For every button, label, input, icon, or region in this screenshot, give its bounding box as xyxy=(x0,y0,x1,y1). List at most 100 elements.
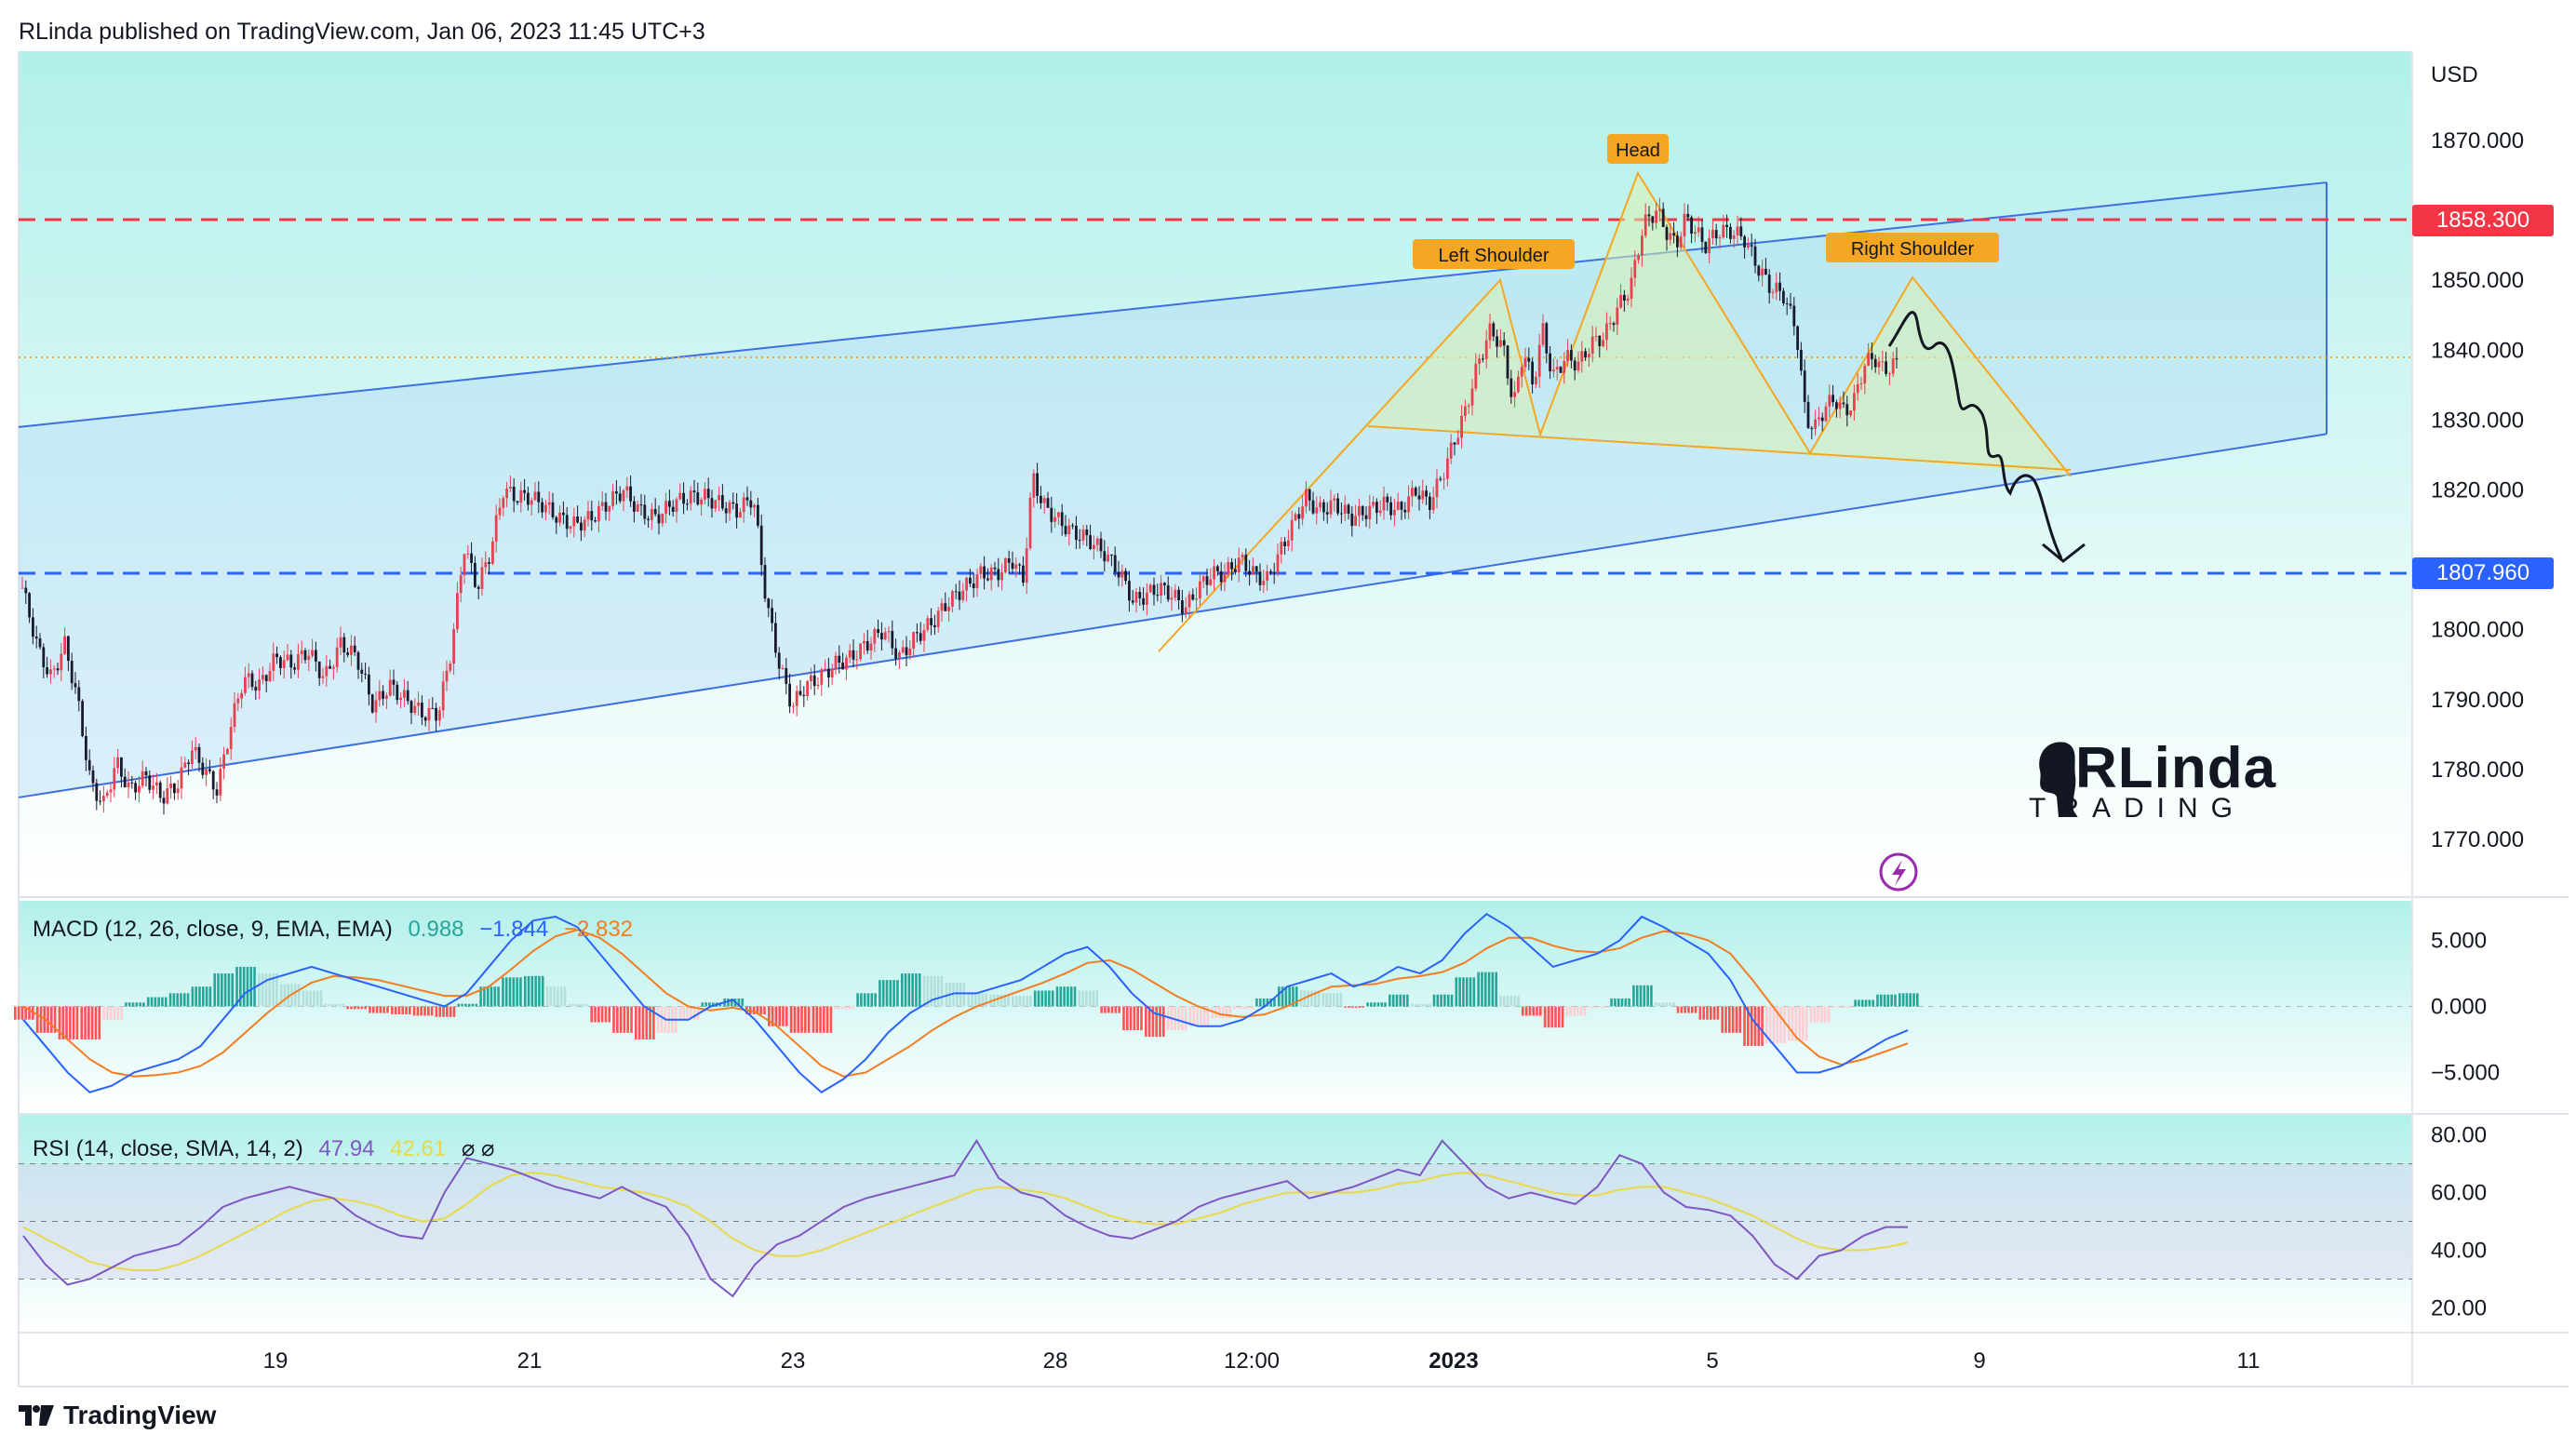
candle-body xyxy=(1584,351,1587,358)
macd-histogram-bar xyxy=(1177,1006,1180,1031)
macd-histogram-bar xyxy=(1477,972,1480,1007)
candle-body xyxy=(1364,515,1368,519)
macd-histogram-bar xyxy=(585,1003,589,1007)
candle-body xyxy=(49,669,52,675)
candle-body xyxy=(388,679,392,696)
macd-histogram-bar xyxy=(1646,985,1649,1007)
tradingview-brand[interactable]: TradingView xyxy=(19,1401,216,1430)
macd-histogram-bar xyxy=(656,1006,660,1033)
candle-body xyxy=(704,489,706,500)
macd-title: MACD (12, 26, close, 9, EMA, EMA) xyxy=(33,917,393,942)
channel-upper-line[interactable] xyxy=(18,181,2328,428)
candle-body xyxy=(459,575,463,594)
macd-histogram-bar xyxy=(1073,986,1077,1007)
candle-body xyxy=(99,800,101,802)
hs-neckline[interactable] xyxy=(1367,425,2072,471)
macd-histogram-bar xyxy=(1081,990,1084,1007)
support-price-tag: 1807.960 xyxy=(2412,557,2554,589)
candle-body xyxy=(155,782,158,786)
candle-body xyxy=(1467,405,1470,407)
candle-body xyxy=(1527,357,1531,362)
candle-body xyxy=(1400,502,1403,510)
macd-histogram-bar xyxy=(1269,998,1272,1007)
rsi-eye-icon[interactable]: ⌀ ⌀ xyxy=(461,1136,495,1161)
macd-histogram-bar xyxy=(1228,1006,1232,1019)
macd-histogram-bar xyxy=(1425,1003,1428,1007)
candle-body xyxy=(1626,299,1630,302)
macd-histogram-bar xyxy=(172,993,176,1007)
candle-body xyxy=(413,705,417,714)
candle-body xyxy=(1708,237,1711,253)
macd-histogram-bar xyxy=(940,975,944,1007)
pattern-label-bg xyxy=(1607,134,1669,164)
macd-histogram-bar xyxy=(305,990,309,1007)
macd-histogram-bar xyxy=(936,975,940,1007)
channel-lower-line[interactable] xyxy=(18,433,2328,798)
rsi-tick-label: 60.00 xyxy=(2431,1181,2487,1206)
candle-body xyxy=(222,754,225,769)
candle-body xyxy=(1616,307,1619,326)
candle-body xyxy=(1241,555,1244,558)
macd-histogram-bar xyxy=(98,1006,101,1039)
candle-body xyxy=(710,498,714,509)
macd-histogram-bar xyxy=(1007,994,1010,1007)
macd-histogram-bar xyxy=(594,1006,597,1023)
macd-histogram-bar xyxy=(1684,1006,1686,1013)
candle-body xyxy=(1181,599,1184,614)
candle-body xyxy=(1219,570,1223,583)
rsi-sma-line xyxy=(22,1171,1909,1272)
brand-text: TradingView xyxy=(63,1401,217,1429)
macd-histogram-bar xyxy=(1310,990,1313,1007)
macd-histogram-bar xyxy=(1402,994,1405,1007)
candle-body xyxy=(1011,562,1014,570)
candle-body xyxy=(81,701,84,736)
candle-body xyxy=(34,637,38,639)
hs-pattern-outline[interactable] xyxy=(1158,170,2072,652)
candle-body xyxy=(52,668,56,670)
candle-body xyxy=(300,650,303,655)
macd-histogram-bar xyxy=(106,1006,109,1020)
publisher-line: RLinda published on TradingView.com, Jan… xyxy=(19,19,705,45)
candle-body xyxy=(863,640,865,644)
macd-histogram-bar xyxy=(1370,1002,1373,1007)
candle-body xyxy=(682,492,685,504)
macd-histogram-bar xyxy=(324,1003,328,1007)
candle-body xyxy=(972,583,975,589)
candle-body xyxy=(1223,573,1227,583)
macd-histogram-bar xyxy=(80,1006,84,1039)
candle-body xyxy=(360,669,364,674)
macd-histogram-bar xyxy=(848,1006,852,1010)
candle-body xyxy=(1022,565,1025,583)
candle-body xyxy=(961,590,965,600)
candle-body xyxy=(250,673,254,688)
candle-body xyxy=(215,789,219,796)
macd-histogram-bar xyxy=(1221,1006,1225,1019)
macd-histogram-bar xyxy=(768,1006,771,1026)
candle-body xyxy=(671,506,675,512)
macd-histogram-bar xyxy=(1332,993,1335,1007)
candle-body xyxy=(908,649,912,656)
macd-histogram-bar xyxy=(1410,1003,1414,1007)
macd-histogram-bar xyxy=(1373,1002,1376,1007)
macd-histogram-bar xyxy=(778,1006,781,1026)
candle-body xyxy=(1859,382,1863,384)
candle-body xyxy=(1280,542,1283,555)
candle-body xyxy=(1258,571,1262,585)
macd-histogram-bar xyxy=(182,993,186,1007)
macd-histogram-bar xyxy=(1506,996,1509,1007)
price-tick-label: 1770.000 xyxy=(2431,827,2524,852)
macd-histogram-bar xyxy=(423,1006,426,1016)
macd-histogram-bar xyxy=(1162,1006,1165,1038)
candle-body xyxy=(1322,502,1325,513)
lightning-icon[interactable] xyxy=(1879,852,1918,892)
macd-histogram-bar xyxy=(1110,1006,1114,1013)
candle-body xyxy=(1647,214,1651,217)
macd-histogram-bar xyxy=(557,986,559,1007)
macd-histogram-bar xyxy=(331,1003,334,1007)
candle-body xyxy=(894,648,897,659)
macd-histogram-bar xyxy=(1458,977,1461,1007)
macd-histogram-bar xyxy=(904,973,907,1007)
candle-body xyxy=(611,490,614,507)
candle-body xyxy=(335,647,339,667)
candle-body xyxy=(1389,502,1392,516)
